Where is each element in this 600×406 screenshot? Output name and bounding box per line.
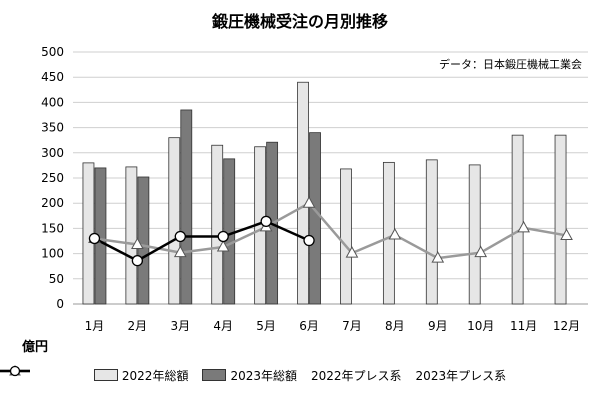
y-unit-label: 億円 bbox=[22, 340, 49, 355]
point-2023-press bbox=[217, 230, 229, 243]
legend-item-2022-press: 2022年プレス系 bbox=[0, 364, 402, 384]
legend-swatch-2023-press bbox=[0, 365, 30, 377]
legend-label-2022-press: 2022年プレス系 bbox=[311, 368, 402, 383]
legend-label-2023-total: 2023年総額 bbox=[230, 368, 297, 383]
point-2022-press bbox=[131, 237, 144, 250]
point-2022-press bbox=[302, 196, 316, 208]
legend-label-2022-total: 2022年総額 bbox=[121, 368, 189, 383]
legend-swatch-2023-total bbox=[202, 369, 227, 381]
y-tick-label: 50 bbox=[49, 272, 64, 286]
x-tick-label: 6月 bbox=[299, 319, 319, 333]
bar-2022-total bbox=[168, 137, 181, 305]
legend-item-2023-press: 2023年プレス系 bbox=[0, 365, 507, 384]
point-2022-press bbox=[517, 220, 530, 233]
y-tick-label: 200 bbox=[41, 196, 64, 210]
legend-swatch-2022-total bbox=[93, 369, 118, 381]
bar-2022-total bbox=[511, 134, 524, 305]
legend-label-2023-press: 2023年プレス系 bbox=[415, 368, 507, 383]
y-tick-label: 250 bbox=[41, 171, 64, 185]
point-2023-press bbox=[260, 215, 272, 227]
x-tick-label: 11月 bbox=[510, 319, 537, 333]
bar-2022-total bbox=[340, 168, 352, 305]
line-2023-press bbox=[93, 220, 310, 262]
legend: 2022年総額 2023年総額 2022年プレス系 2023年プレス系 bbox=[0, 364, 600, 386]
source-note: データ：日本鍛圧機械工業会 bbox=[439, 58, 582, 71]
point-2023-press bbox=[303, 234, 315, 247]
bar-2022-total bbox=[468, 164, 481, 305]
y-tick-label: 0 bbox=[56, 297, 64, 311]
bar-2022-total bbox=[211, 144, 224, 305]
y-tick-label: 350 bbox=[41, 121, 64, 135]
point-2022-press bbox=[216, 240, 230, 252]
point-2022-press bbox=[431, 251, 445, 263]
y-tick-label: 300 bbox=[41, 146, 64, 160]
y-tick-label: 100 bbox=[41, 247, 64, 261]
x-tick-label: 9月 bbox=[428, 319, 448, 333]
point-2022-press bbox=[345, 246, 359, 258]
y-tick-label: 450 bbox=[41, 70, 64, 84]
y-tick-label: 400 bbox=[41, 95, 64, 109]
x-tick-label: 8月 bbox=[385, 319, 405, 333]
y-tick-label: 500 bbox=[41, 45, 64, 59]
bar-2023-total bbox=[137, 176, 150, 305]
x-tick-label: 10月 bbox=[467, 319, 494, 333]
legend-item-2022-total: 2022年総額 bbox=[93, 367, 189, 384]
bar-2022-total bbox=[425, 159, 438, 305]
x-tick-label: 5月 bbox=[256, 319, 276, 333]
x-tick-label: 1月 bbox=[85, 319, 105, 333]
point-2023-press bbox=[88, 232, 101, 245]
bar-2022-total bbox=[554, 134, 567, 305]
chart-title: 鍛圧機械受注の月別推移 bbox=[211, 12, 388, 31]
bar-2022-total bbox=[125, 166, 138, 305]
line-2022-press bbox=[94, 201, 567, 260]
point-2022-press bbox=[560, 228, 573, 240]
point-2022-press bbox=[388, 227, 402, 240]
point-2022-press bbox=[474, 245, 488, 258]
bar-2023-total bbox=[309, 132, 321, 305]
point-2023-press bbox=[174, 230, 186, 243]
x-tick-label: 7月 bbox=[342, 319, 362, 333]
y-tick-label: 150 bbox=[41, 221, 64, 235]
bar-2023-total bbox=[180, 109, 193, 305]
x-tick-label: 12月 bbox=[553, 319, 580, 333]
point-2023-press bbox=[131, 255, 144, 267]
bar-2022-total bbox=[297, 81, 309, 305]
x-tick-label: 4月 bbox=[213, 319, 233, 333]
point-2022-press bbox=[173, 245, 187, 258]
x-tick-label: 3月 bbox=[170, 319, 190, 333]
x-tick-label: 2月 bbox=[128, 319, 148, 333]
legend-item-2023-total: 2023年総額 bbox=[202, 367, 297, 384]
